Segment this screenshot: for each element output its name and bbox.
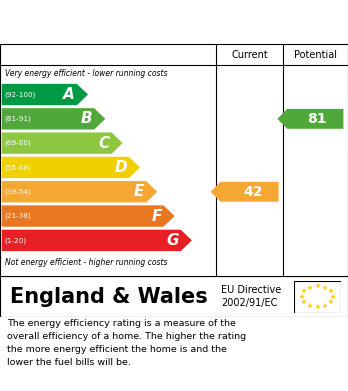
Text: Energy Efficiency Rating: Energy Efficiency Rating (10, 13, 251, 31)
Text: (81-91): (81-91) (5, 116, 31, 122)
Polygon shape (2, 181, 157, 203)
Polygon shape (2, 230, 192, 251)
Text: (1-20): (1-20) (5, 237, 27, 244)
Text: 81: 81 (307, 112, 327, 126)
Text: Not energy efficient - higher running costs: Not energy efficient - higher running co… (5, 258, 168, 267)
Text: Potential: Potential (294, 50, 337, 59)
Text: B: B (81, 111, 93, 126)
Text: E: E (134, 184, 144, 199)
Text: D: D (114, 160, 127, 175)
Polygon shape (2, 84, 88, 105)
Text: The energy efficiency rating is a measure of the
overall efficiency of a home. T: The energy efficiency rating is a measur… (7, 319, 246, 367)
Text: England & Wales: England & Wales (10, 287, 208, 307)
Text: Very energy efficient - lower running costs: Very energy efficient - lower running co… (5, 68, 168, 78)
Polygon shape (2, 133, 122, 154)
Text: (21-38): (21-38) (5, 213, 31, 219)
Polygon shape (277, 109, 343, 129)
Text: EU Directive
2002/91/EC: EU Directive 2002/91/EC (221, 285, 281, 308)
Text: 42: 42 (243, 185, 263, 199)
Text: (39-54): (39-54) (5, 188, 31, 195)
Polygon shape (2, 205, 175, 227)
Polygon shape (2, 157, 140, 178)
Polygon shape (211, 182, 279, 202)
Text: A: A (63, 87, 75, 102)
Text: G: G (166, 233, 179, 248)
Text: Current: Current (231, 50, 268, 59)
Text: (69-80): (69-80) (5, 140, 31, 146)
Text: (92-100): (92-100) (5, 91, 36, 98)
Text: F: F (151, 208, 162, 224)
Polygon shape (2, 108, 105, 129)
Text: (55-68): (55-68) (5, 164, 31, 171)
Text: C: C (98, 136, 110, 151)
